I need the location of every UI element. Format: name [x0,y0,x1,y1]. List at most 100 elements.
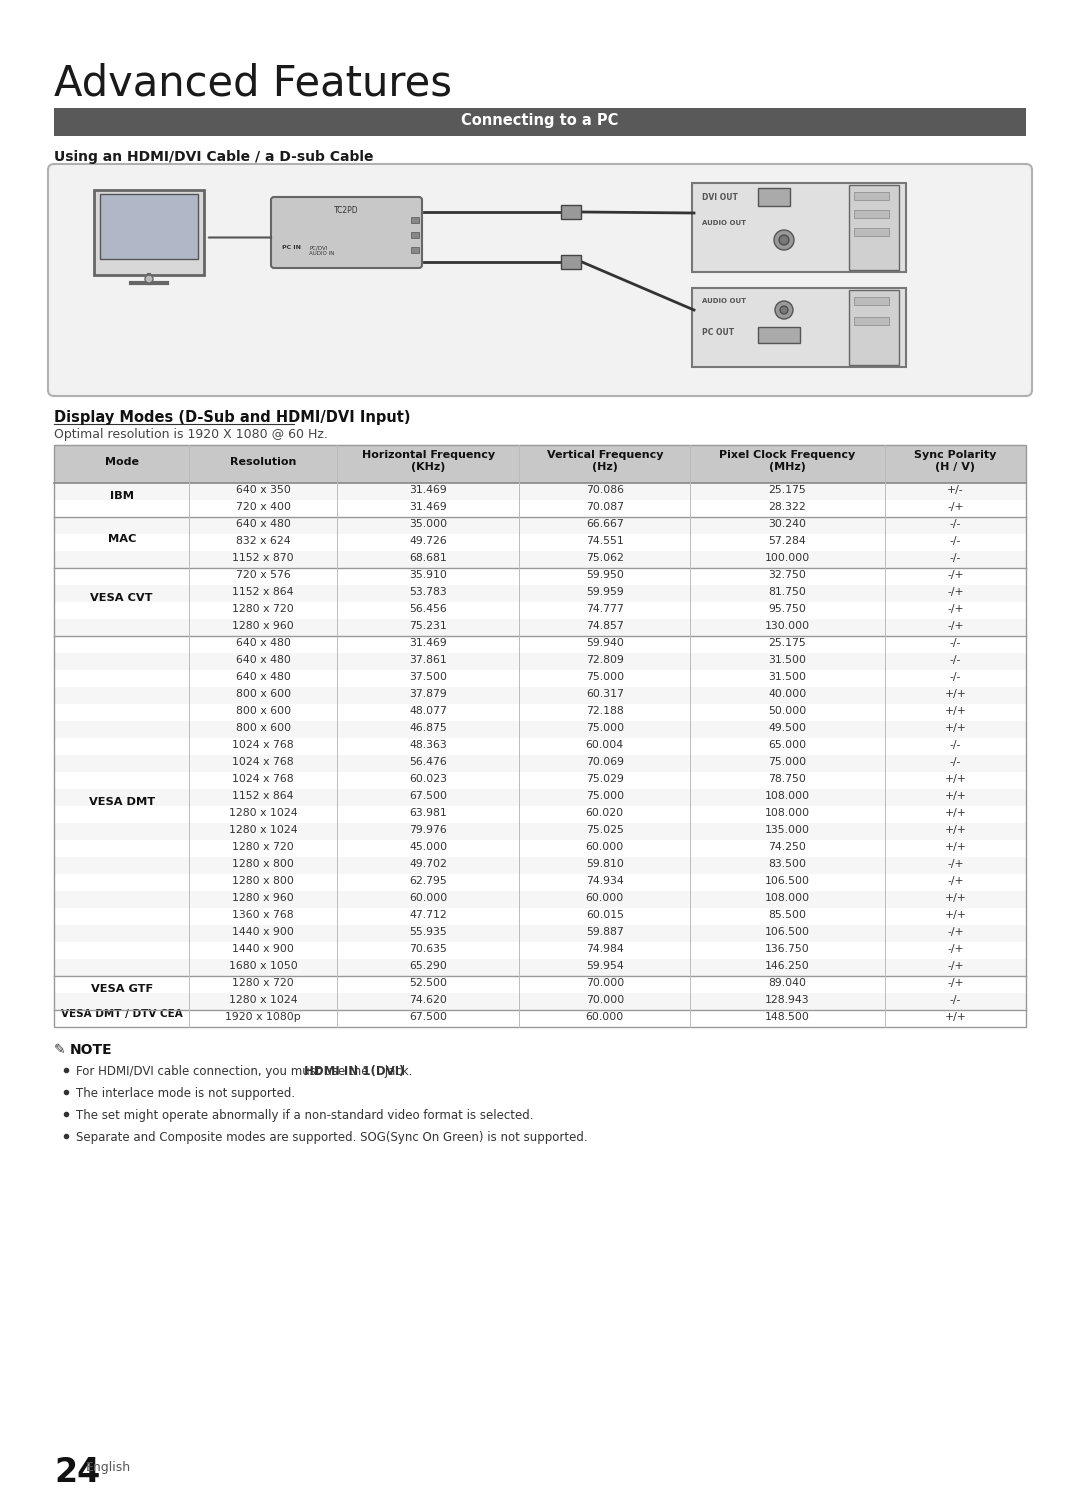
Bar [849,290,899,365]
Text: 50.000: 50.000 [768,707,807,716]
Text: 74.984: 74.984 [586,944,623,955]
FancyBboxPatch shape [561,205,581,220]
Text: 31.469: 31.469 [409,502,447,512]
Text: The interlace mode is not supported.: The interlace mode is not supported. [76,1088,295,1100]
Bar [54,533,1026,551]
Circle shape [779,235,789,245]
FancyBboxPatch shape [271,197,422,267]
Text: 79.976: 79.976 [409,825,447,835]
FancyBboxPatch shape [758,327,800,344]
Text: 52.500: 52.500 [409,979,447,988]
Text: 78.750: 78.750 [769,774,807,784]
Bar [54,704,1026,722]
Bar [100,194,198,258]
Text: -/+: -/+ [947,604,963,614]
Text: 1152 x 864: 1152 x 864 [232,790,294,801]
Text: 37.500: 37.500 [409,672,447,681]
Bar [54,517,1026,533]
Text: 1280 x 800: 1280 x 800 [232,875,294,886]
Text: 49.702: 49.702 [409,859,447,870]
Text: (MHz): (MHz) [769,462,806,472]
Text: (H / V): (H / V) [935,462,975,472]
Text: 49.500: 49.500 [768,723,807,734]
Bar [54,789,1026,805]
Text: 1280 x 1024: 1280 x 1024 [229,995,297,1005]
Text: 1280 x 720: 1280 x 720 [232,843,294,852]
Bar [411,217,419,223]
Text: 37.861: 37.861 [409,654,447,665]
Text: 1280 x 1024: 1280 x 1024 [229,825,297,835]
Text: 1280 x 1024: 1280 x 1024 [229,808,297,819]
Text: 74.934: 74.934 [586,875,623,886]
Text: 70.635: 70.635 [409,944,447,955]
Text: DVI OUT: DVI OUT [702,193,738,202]
Text: 28.322: 28.322 [769,502,807,512]
FancyBboxPatch shape [48,164,1032,396]
Text: 640 x 480: 640 x 480 [235,638,291,648]
Bar [54,722,1026,738]
Text: Connecting to a PC: Connecting to a PC [461,114,619,128]
FancyBboxPatch shape [692,288,906,368]
Bar [54,772,1026,789]
Text: +/+: +/+ [944,790,967,801]
Text: 100.000: 100.000 [765,553,810,563]
Text: Advanced Features: Advanced Features [54,61,453,105]
Text: 31.500: 31.500 [768,654,807,665]
Bar [854,317,889,326]
Text: VESA DMT: VESA DMT [89,796,154,807]
Text: 70.087: 70.087 [585,502,624,512]
Bar [54,445,1026,1026]
Text: 74.620: 74.620 [409,995,447,1005]
Text: -/+: -/+ [947,944,963,955]
Text: -/-: -/- [949,638,961,648]
Text: 55.935: 55.935 [409,926,447,937]
Text: 32.750: 32.750 [769,571,807,580]
Text: 70.086: 70.086 [585,486,624,495]
Text: -/+: -/+ [947,502,963,512]
Text: 60.000: 60.000 [409,893,447,902]
Text: 48.077: 48.077 [409,707,447,716]
Text: 75.025: 75.025 [585,825,624,835]
FancyBboxPatch shape [94,190,204,275]
Text: 130.000: 130.000 [765,622,810,630]
Bar [54,551,1026,568]
Text: 640 x 480: 640 x 480 [235,672,291,681]
Text: 720 x 400: 720 x 400 [235,502,291,512]
Text: 1280 x 720: 1280 x 720 [232,604,294,614]
Text: 66.667: 66.667 [586,518,623,529]
Text: 31.469: 31.469 [409,486,447,495]
Text: 25.175: 25.175 [769,638,807,648]
Bar [54,568,1026,586]
Text: 108.000: 108.000 [765,893,810,902]
Text: +/+: +/+ [944,808,967,819]
Text: PC/DVI: PC/DVI [309,245,327,249]
Text: -/-: -/- [949,672,961,681]
Text: 1024 x 768: 1024 x 768 [232,757,294,766]
Text: Sync Polarity: Sync Polarity [914,450,997,460]
Text: 83.500: 83.500 [768,859,807,870]
Bar [54,636,1026,653]
Text: 59.810: 59.810 [585,859,624,870]
Text: +/+: +/+ [944,910,967,920]
Text: 31.500: 31.500 [768,672,807,681]
Text: 640 x 480: 640 x 480 [235,654,291,665]
Text: 70.000: 70.000 [585,979,624,988]
Text: 108.000: 108.000 [765,808,810,819]
Text: +/+: +/+ [944,825,967,835]
Text: 47.712: 47.712 [409,910,447,920]
Text: Using an HDMI/DVI Cable / a D-sub Cable: Using an HDMI/DVI Cable / a D-sub Cable [54,149,374,164]
Text: 1152 x 870: 1152 x 870 [232,553,294,563]
Bar [54,669,1026,687]
Text: Separate and Composite modes are supported. SOG(Sync On Green) is not supported.: Separate and Composite modes are support… [76,1131,588,1144]
Text: -/-: -/- [949,757,961,766]
Bar [54,738,1026,754]
Text: VESA GTF: VESA GTF [91,985,153,994]
Bar [54,500,1026,517]
Text: PC OUT: PC OUT [702,329,734,338]
Text: 106.500: 106.500 [765,875,810,886]
Text: 35.910: 35.910 [409,571,447,580]
Text: 800 x 600: 800 x 600 [235,689,291,699]
Text: -/+: -/+ [947,622,963,630]
Text: 800 x 600: 800 x 600 [235,723,291,734]
Text: HDMI IN 1(DVI): HDMI IN 1(DVI) [303,1065,405,1079]
